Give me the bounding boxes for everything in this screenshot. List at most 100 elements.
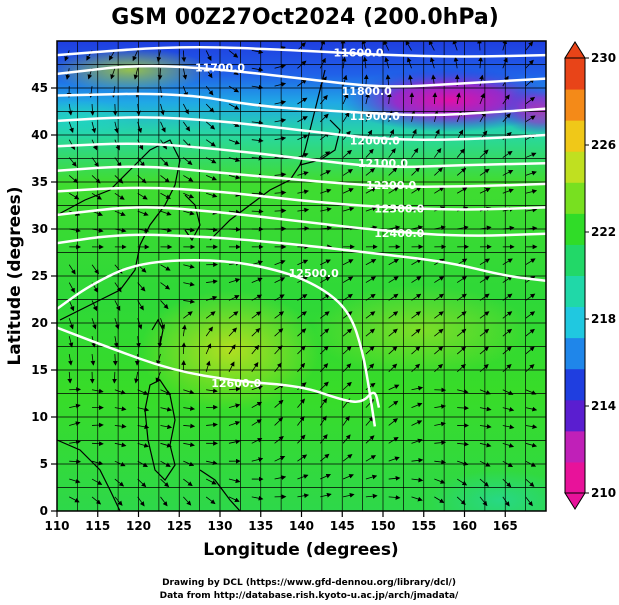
wind-arrow bbox=[319, 94, 328, 105]
wind-arrow bbox=[68, 336, 74, 348]
wind-arrow bbox=[274, 455, 286, 462]
wind-arrow bbox=[160, 318, 166, 330]
wind-arrow bbox=[183, 192, 195, 199]
wind-arrow bbox=[160, 157, 169, 167]
wind-arrow bbox=[432, 92, 438, 105]
wind-arrow bbox=[183, 299, 196, 304]
wind-arrow bbox=[251, 311, 262, 319]
wind-arrow bbox=[388, 400, 399, 408]
wind-arrow bbox=[388, 475, 401, 481]
wind-arrow bbox=[228, 496, 240, 502]
wind-arrow bbox=[319, 434, 328, 444]
wind-arrow bbox=[155, 371, 161, 383]
wind-arrow bbox=[525, 41, 534, 51]
wind-arrow bbox=[91, 460, 104, 466]
wind-arrow bbox=[274, 362, 282, 373]
wind-arrow bbox=[183, 406, 196, 411]
y-tick-label: 15 bbox=[31, 363, 48, 377]
x-tick-label: 155 bbox=[411, 519, 436, 533]
wind-arrow bbox=[160, 103, 165, 116]
wind-arrow bbox=[525, 96, 536, 105]
y-tick-label: 35 bbox=[31, 175, 48, 189]
wind-arrow bbox=[68, 121, 74, 134]
wind-arrow bbox=[434, 186, 445, 194]
wind-arrow bbox=[502, 424, 515, 430]
wind-arrow bbox=[67, 371, 73, 384]
wind-arrow bbox=[274, 172, 287, 178]
chart-title: GSM 00Z27Oct2024 (200.0hPa) bbox=[111, 5, 499, 30]
wind-arrow bbox=[388, 148, 396, 158]
wind-arrow bbox=[525, 364, 535, 373]
contour-12000-0 bbox=[57, 142, 546, 169]
wind-arrow bbox=[297, 474, 309, 480]
wind-arrow bbox=[365, 493, 378, 499]
wind-arrow bbox=[410, 110, 416, 122]
wind-arrow bbox=[110, 68, 116, 80]
colorbar-segment bbox=[565, 337, 585, 370]
wind-arrow bbox=[434, 276, 445, 283]
x-tick-label: 110 bbox=[44, 519, 69, 533]
wind-arrow bbox=[137, 282, 146, 292]
wind-arrow bbox=[68, 318, 74, 330]
x-tick-label: 115 bbox=[85, 519, 110, 533]
wind-arrow bbox=[388, 276, 399, 283]
wind-arrow bbox=[411, 385, 424, 391]
wind-arrow bbox=[114, 478, 125, 487]
wind-arrow bbox=[342, 111, 350, 123]
y-tick-label: 20 bbox=[31, 316, 48, 330]
wind-arrow bbox=[183, 210, 195, 216]
wind-arrow bbox=[502, 170, 514, 176]
wind-arrow bbox=[137, 210, 149, 216]
wind-arrow bbox=[411, 328, 421, 337]
wind-arrow bbox=[112, 103, 118, 116]
wind-arrow bbox=[411, 346, 421, 355]
wind-arrow bbox=[525, 478, 535, 487]
contour-labels: 11600.0 11700.0 11800.0 11900.0 12000.0 12100… bbox=[195, 46, 425, 390]
wind-arrow bbox=[69, 439, 81, 445]
wind-arrow bbox=[384, 56, 390, 69]
wind-arrow bbox=[114, 423, 127, 429]
wind-arrow bbox=[228, 209, 241, 215]
wind-arrow bbox=[183, 281, 195, 287]
wind-arrow bbox=[160, 300, 169, 310]
wind-arrow bbox=[68, 264, 76, 275]
wind-arrow bbox=[525, 311, 536, 319]
wind-arrow bbox=[228, 139, 240, 145]
wind-arrow bbox=[114, 300, 121, 311]
wind-arrow bbox=[160, 192, 171, 199]
wind-arrow bbox=[205, 175, 217, 181]
hokkaido-coastline bbox=[299, 119, 341, 166]
wind-arrow bbox=[160, 442, 172, 448]
wind-arrow bbox=[365, 187, 377, 194]
wind-arrow bbox=[297, 207, 310, 213]
wind-arrow bbox=[411, 477, 424, 483]
wind-arrow bbox=[297, 362, 306, 373]
wind-arrow bbox=[228, 439, 241, 445]
wind-arrow bbox=[525, 346, 535, 355]
contour-12300-0 bbox=[57, 206, 546, 237]
wind-arrow bbox=[91, 192, 102, 200]
wind-arrow bbox=[342, 434, 351, 444]
colorbar-frame bbox=[564, 57, 586, 494]
contour-12600-0 bbox=[57, 326, 381, 408]
colorbar-segment bbox=[565, 461, 585, 494]
wind-arrow bbox=[502, 188, 514, 194]
wind-arrow bbox=[479, 496, 488, 507]
wind-arrow bbox=[205, 311, 216, 319]
wind-arrow bbox=[160, 175, 170, 183]
wind-arrow bbox=[319, 398, 328, 408]
wind-arrow bbox=[342, 474, 354, 480]
contour-12400-0 bbox=[57, 233, 546, 282]
wind-arrow bbox=[274, 100, 287, 105]
wind-arrow bbox=[228, 403, 241, 409]
wind-arrow bbox=[108, 50, 116, 61]
wind-arrow bbox=[134, 371, 139, 384]
wind-arrow bbox=[68, 282, 75, 293]
wind-arrow bbox=[297, 493, 310, 499]
wind-arrow bbox=[388, 346, 398, 355]
wind-arrow bbox=[479, 74, 484, 87]
credit-line-1: Drawing by DCL (https://www.gfd-dennou.o… bbox=[162, 578, 456, 588]
colorbar-min-triangle bbox=[564, 492, 586, 510]
wind-arrow bbox=[342, 93, 349, 105]
colorbar-segment bbox=[565, 151, 585, 183]
